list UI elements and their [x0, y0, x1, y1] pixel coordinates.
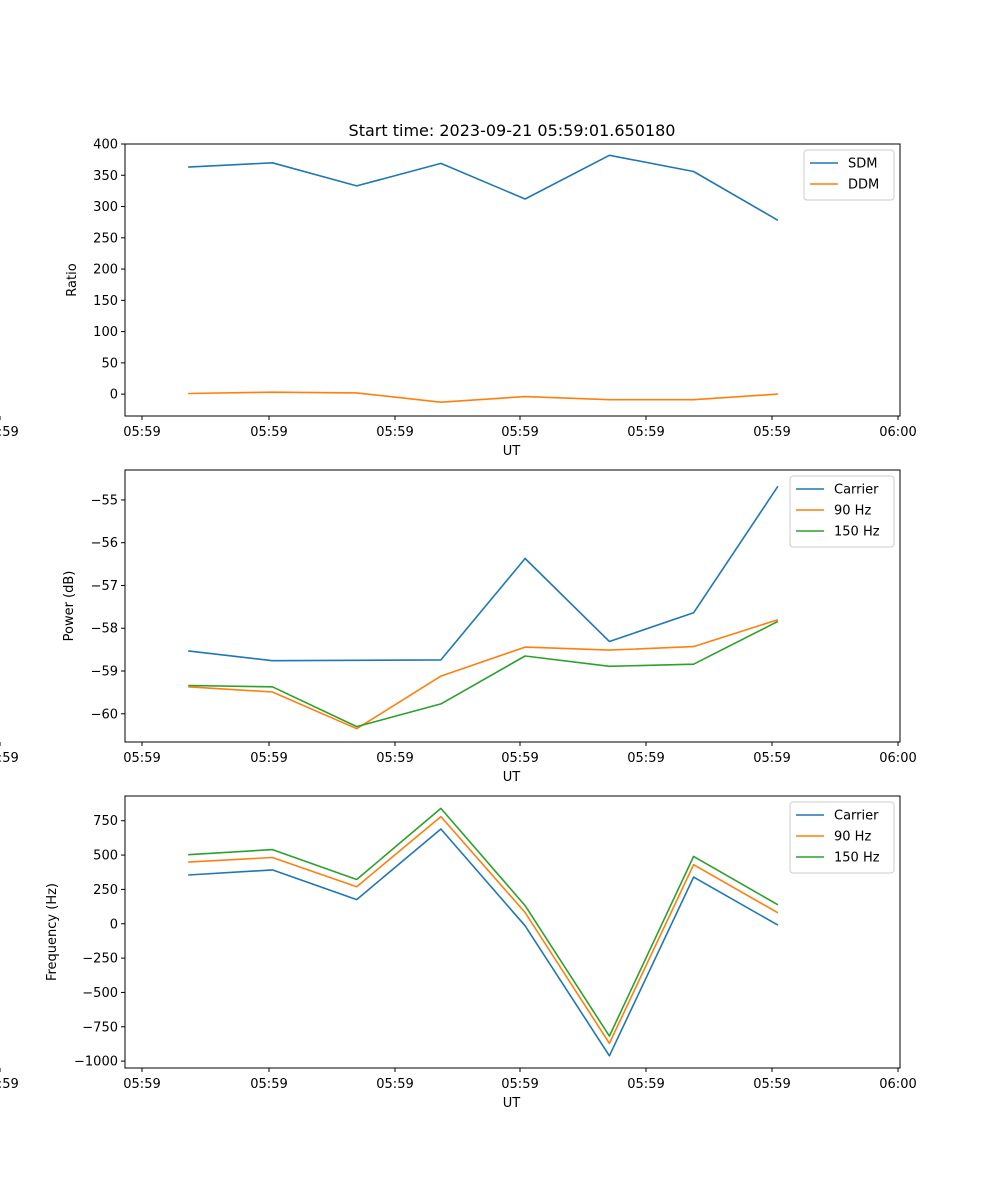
y-tick-label: −56 — [91, 536, 118, 551]
series-line-carrier — [188, 828, 779, 1057]
x-tick-label: 05:59 — [376, 751, 413, 766]
x-end-tick-label: 06:00 — [879, 1077, 916, 1092]
x-tick-label: 05:59 — [250, 751, 287, 766]
y-tick-label: −500 — [82, 986, 118, 1001]
x-tick-label: 05:59 — [501, 1077, 538, 1092]
y-tick-label: 200 — [93, 263, 118, 278]
x-end-tick-label: 06:00 — [879, 425, 916, 440]
y-tick-label: −60 — [91, 707, 118, 722]
subplot-power: −60 −59 −58 −57 −56 −55 05:59 05:59 05:59 05:59 05… — [0, 469, 917, 785]
series-line-90-hz — [188, 618, 779, 730]
legend-label: 150 Hz — [834, 525, 880, 540]
y-tick-label: −55 — [91, 493, 118, 508]
x-tick-label: 05:59 — [0, 425, 19, 440]
x-tick-label: 05:59 — [0, 1077, 19, 1092]
y-tick-label: 250 — [93, 883, 118, 898]
legend-label: Carrier — [834, 483, 879, 498]
series-line-sdm — [188, 154, 779, 221]
x-tick-label: 05:59 — [627, 751, 664, 766]
x-tick-label: 05:59 — [753, 425, 790, 440]
legend-label: SDM — [848, 157, 877, 172]
x-axis-label: UT — [503, 770, 521, 785]
x-tick-label: 05:59 — [753, 751, 790, 766]
x-tick-label: 05:59 — [0, 751, 19, 766]
y-tick-label: 500 — [93, 849, 118, 864]
y-tick-label: 50 — [101, 356, 118, 371]
y-tick-label: 750 — [93, 814, 118, 829]
legend-label: Carrier — [834, 809, 879, 824]
y-axis-label: Power (dB) — [62, 571, 77, 642]
x-tick-label: 05:59 — [250, 425, 287, 440]
legend-box — [789, 801, 895, 874]
subplot-frequency: −1000 −750 −500 −250 0 250 500 750 05:59 05:59 05:… — [0, 795, 917, 1111]
y-tick-label: 250 — [93, 231, 118, 246]
x-tick-label: 05:59 — [123, 425, 160, 440]
legend-label: 90 Hz — [834, 830, 871, 845]
y-tick-label: −250 — [82, 952, 118, 967]
x-tick-label: 05:59 — [627, 1077, 664, 1092]
y-tick-label: −1000 — [74, 1055, 118, 1070]
y-tick-label: −58 — [91, 622, 118, 637]
y-tick-label: 0 — [110, 388, 118, 403]
x-tick-label: 05:59 — [753, 1077, 790, 1092]
x-axis-label: UT — [503, 1096, 521, 1111]
x-tick-label: 05:59 — [376, 425, 413, 440]
y-tick-label: 0 — [110, 917, 118, 932]
y-tick-label: 150 — [93, 294, 118, 309]
x-tick-label: 05:59 — [376, 1077, 413, 1092]
x-tick-label: 05:59 — [123, 751, 160, 766]
series-line-150-hz — [188, 620, 779, 728]
y-tick-label: 400 — [93, 138, 118, 153]
axes-frame — [124, 143, 901, 417]
y-tick-label: 350 — [93, 169, 118, 184]
axes-frame — [124, 795, 901, 1069]
x-tick-label: 05:59 — [501, 751, 538, 766]
x-tick-label: 05:59 — [627, 425, 664, 440]
legend-label: 90 Hz — [834, 504, 871, 519]
series-line-carrier — [188, 485, 779, 662]
x-tick-label: 05:59 — [123, 1077, 160, 1092]
y-axis-label: Frequency (Hz) — [45, 883, 60, 981]
y-tick-label: 300 — [93, 200, 118, 215]
legend-label: DDM — [848, 178, 879, 193]
series-line-ddm — [188, 391, 778, 404]
series-line-90-hz — [188, 815, 779, 1045]
x-tick-label: 05:59 — [250, 1077, 287, 1092]
legend-label: 150 Hz — [834, 851, 880, 866]
y-tick-label: 100 — [93, 325, 118, 340]
legend-box — [789, 475, 895, 548]
x-axis-label: UT — [503, 444, 521, 459]
y-tick-label: −59 — [91, 665, 118, 680]
y-tick-label: −750 — [82, 1020, 118, 1035]
x-tick-label: 05:59 — [501, 425, 538, 440]
series-line-150-hz — [188, 807, 779, 1037]
figure-title: Start time: 2023-09-21 05:59:01.650180 — [349, 121, 676, 140]
y-tick-label: −57 — [91, 579, 118, 594]
x-end-tick-label: 06:00 — [879, 751, 916, 766]
subplot-ratio: 0 50 100 150 200 250 300 350 400 05:59 05:59 05:59 0… — [0, 138, 917, 459]
y-axis-label: Ratio — [65, 263, 80, 296]
axes-frame — [124, 469, 901, 743]
